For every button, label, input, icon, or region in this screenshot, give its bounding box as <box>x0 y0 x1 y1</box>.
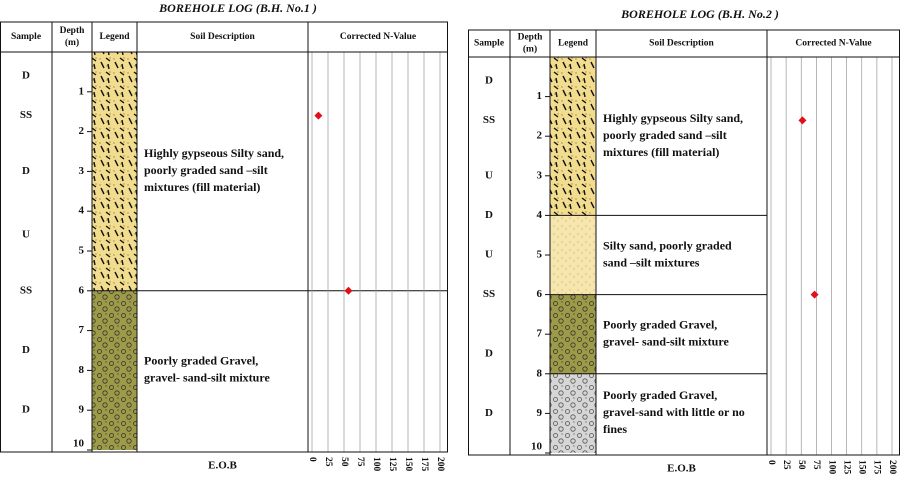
depth-tick-label: 7 <box>79 324 85 336</box>
header: Corrected N-Value <box>340 32 416 42</box>
nvalue-tick-label: 0 <box>307 457 317 462</box>
sample-label: SS <box>483 288 495 300</box>
nvalue-point <box>811 291 819 299</box>
nvalue-tick-label: 175 <box>872 460 882 475</box>
soil-description: mixtures (fill material) <box>144 180 260 194</box>
soil-description: gravel- sand-silt mixture <box>144 371 270 385</box>
soil-description: sand –silt mixtures <box>603 255 700 269</box>
depth-tick-label: 2 <box>537 130 543 142</box>
sample-label: SS <box>483 114 495 126</box>
borehole-log: BOREHOLE LOG (B.H. No.1 ) Highly gypseous… <box>0 1 448 472</box>
nvalue-point <box>344 287 352 295</box>
soil-description: Poorly graded Gravel, <box>603 388 717 402</box>
soil-layer <box>550 215 596 294</box>
nvalue-tick-label: 50 <box>796 460 806 470</box>
sample-label: U <box>485 249 493 261</box>
sample-label: U <box>22 229 30 241</box>
depth-tick-label: 9 <box>537 407 543 419</box>
depth-tick-label: 6 <box>537 288 543 300</box>
sample-label: D <box>22 165 30 177</box>
header: Sample <box>11 32 41 42</box>
nvalue-point <box>314 112 322 120</box>
depth-tick-label: 10 <box>73 438 85 450</box>
depth-tick-label: 3 <box>79 165 85 177</box>
nvalue-tick-label: 150 <box>403 457 413 472</box>
depth-tick-label: 1 <box>79 85 85 97</box>
sample-label: D <box>22 344 30 356</box>
header: (m) <box>523 44 537 55</box>
nvalue-tick-label: 50 <box>339 457 349 467</box>
depth-tick-label: 5 <box>79 245 85 257</box>
depth-tick-label: 8 <box>537 367 543 379</box>
nvalue-tick-label: 100 <box>371 457 381 472</box>
soil-description: Poorly graded Gravel, <box>603 317 717 331</box>
header: Soil Description <box>190 32 255 42</box>
nvalue-point <box>798 116 806 124</box>
nvalue-tick-label: 175 <box>419 457 429 472</box>
header: (m) <box>65 37 79 48</box>
soil-layer <box>550 295 596 374</box>
nvalue-tick-label: 125 <box>387 457 397 472</box>
header: Legend <box>558 39 589 49</box>
depth-tick-label: 8 <box>79 364 85 376</box>
soil-layer <box>550 57 596 215</box>
nvalue-tick-label: 150 <box>857 460 867 475</box>
soil-description: poorly graded sand –silt <box>603 128 727 142</box>
soil-description: Silty sand, poorly graded <box>603 238 732 252</box>
sample-label: D <box>22 404 30 416</box>
soil-layer <box>550 374 596 453</box>
sample-label: SS <box>20 109 32 121</box>
header: Legend <box>99 32 130 42</box>
soil-description: gravel-sand with little or no <box>603 405 745 419</box>
soil-description: fines <box>603 422 627 436</box>
depth-tick-label: 5 <box>537 249 543 261</box>
footer: E.O.B <box>208 460 237 472</box>
sample-label: D <box>485 209 493 221</box>
depth-tick-label: 9 <box>79 404 85 416</box>
log-frame <box>1 22 448 452</box>
soil-description: Poorly graded Gravel, <box>144 354 258 368</box>
sample-label: D <box>485 407 493 419</box>
nvalue-tick-label: 100 <box>826 460 836 475</box>
borehole-log: BOREHOLE LOG (B.H. No.2 ) Highly gypseous… <box>468 7 900 475</box>
soil-description: mixtures (fill material) <box>603 145 719 159</box>
sample-label: U <box>485 169 493 181</box>
nvalue-tick-label: 25 <box>781 460 791 470</box>
sample-label: SS <box>20 284 32 296</box>
depth-tick-label: 1 <box>537 90 543 102</box>
depth-tick-label: 7 <box>537 328 543 340</box>
depth-tick-label: 6 <box>79 284 85 296</box>
soil-description: gravel- sand-silt mixture <box>603 334 729 348</box>
nvalue-tick-label: 25 <box>323 457 333 467</box>
page: BOREHOLE LOG (B.H. No.1 ) Highly gypseous… <box>0 0 904 481</box>
nvalue-tick-label: 200 <box>435 457 445 472</box>
header: Corrected N-Value <box>795 39 871 49</box>
sample-label: D <box>22 69 30 81</box>
sample-label: D <box>485 348 493 360</box>
sample-label: D <box>485 74 493 86</box>
header: Depth <box>60 26 86 36</box>
soil-layer <box>92 291 137 450</box>
depth-tick-label: 4 <box>79 205 85 217</box>
nvalue-tick-label: 75 <box>355 457 365 467</box>
nvalue-tick-label: 200 <box>887 460 897 475</box>
borehole-logs: BOREHOLE LOG (B.H. No.1 ) Highly gypseous… <box>0 0 904 481</box>
header: Sample <box>474 39 504 49</box>
depth-tick-label: 4 <box>537 209 543 221</box>
nvalue-tick-label: 125 <box>841 460 851 475</box>
nvalue-tick-label: 0 <box>766 460 776 465</box>
soil-description: Highly gypseous Silty sand, <box>144 146 284 160</box>
header: Depth <box>518 33 544 43</box>
log-title: BOREHOLE LOG (B.H. No.1 ) <box>158 1 317 15</box>
soil-layer <box>92 52 137 291</box>
footer: E.O.B <box>667 463 696 475</box>
depth-tick-label: 2 <box>79 125 85 137</box>
soil-description: poorly graded sand –silt <box>144 163 268 177</box>
depth-tick-label: 10 <box>531 441 543 453</box>
log-title: BOREHOLE LOG (B.H. No.2 ) <box>620 7 779 21</box>
depth-tick-label: 3 <box>537 169 543 181</box>
nvalue-tick-label: 75 <box>811 460 821 470</box>
soil-description: Highly gypseous Silty sand, <box>603 111 743 125</box>
header: Soil Description <box>649 39 714 49</box>
